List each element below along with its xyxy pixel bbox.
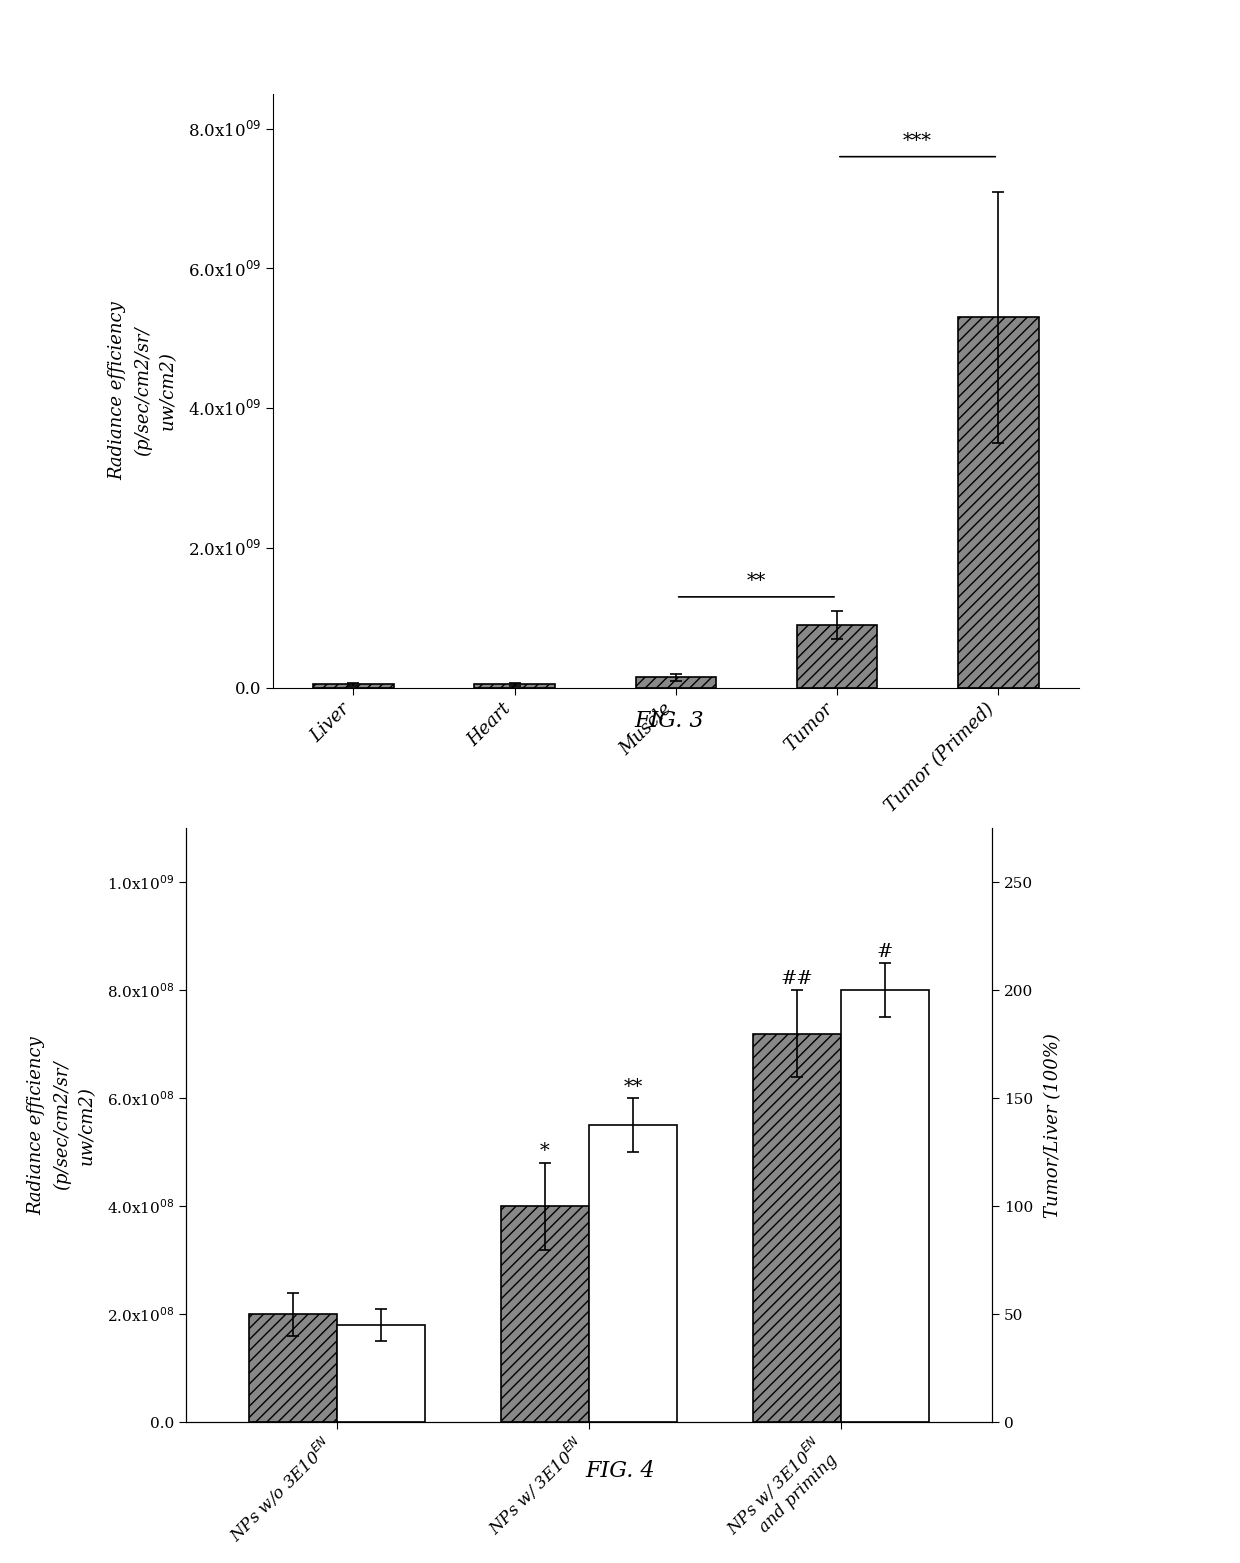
Bar [475,685,556,688]
Text: ##: ## [780,969,813,988]
Bar [249,1314,337,1422]
Text: **: ** [624,1077,642,1096]
Bar [797,625,878,688]
Y-axis label: Radiance efficiency
(p/sec/cm2/sr/
uw/cm2): Radiance efficiency (p/sec/cm2/sr/ uw/cm… [108,302,177,480]
Bar [841,991,929,1422]
Text: #: # [877,942,893,961]
Bar [635,677,717,688]
Text: **: ** [746,572,766,589]
Bar [337,1325,425,1422]
Bar [589,1125,677,1422]
Text: *: * [541,1143,549,1160]
Bar [501,1207,589,1422]
Text: ***: *** [903,131,932,150]
Y-axis label: Radiance efficiency
(p/sec/cm2/sr/
uw/cm2): Radiance efficiency (p/sec/cm2/sr/ uw/cm… [27,1036,95,1214]
Y-axis label: Tumor/Liver (100%): Tumor/Liver (100%) [1044,1033,1063,1218]
Bar [312,685,394,688]
Text: FIG. 3: FIG. 3 [635,710,704,731]
Bar [753,1033,841,1422]
Bar [959,317,1039,688]
Text: FIG. 4: FIG. 4 [585,1460,655,1482]
